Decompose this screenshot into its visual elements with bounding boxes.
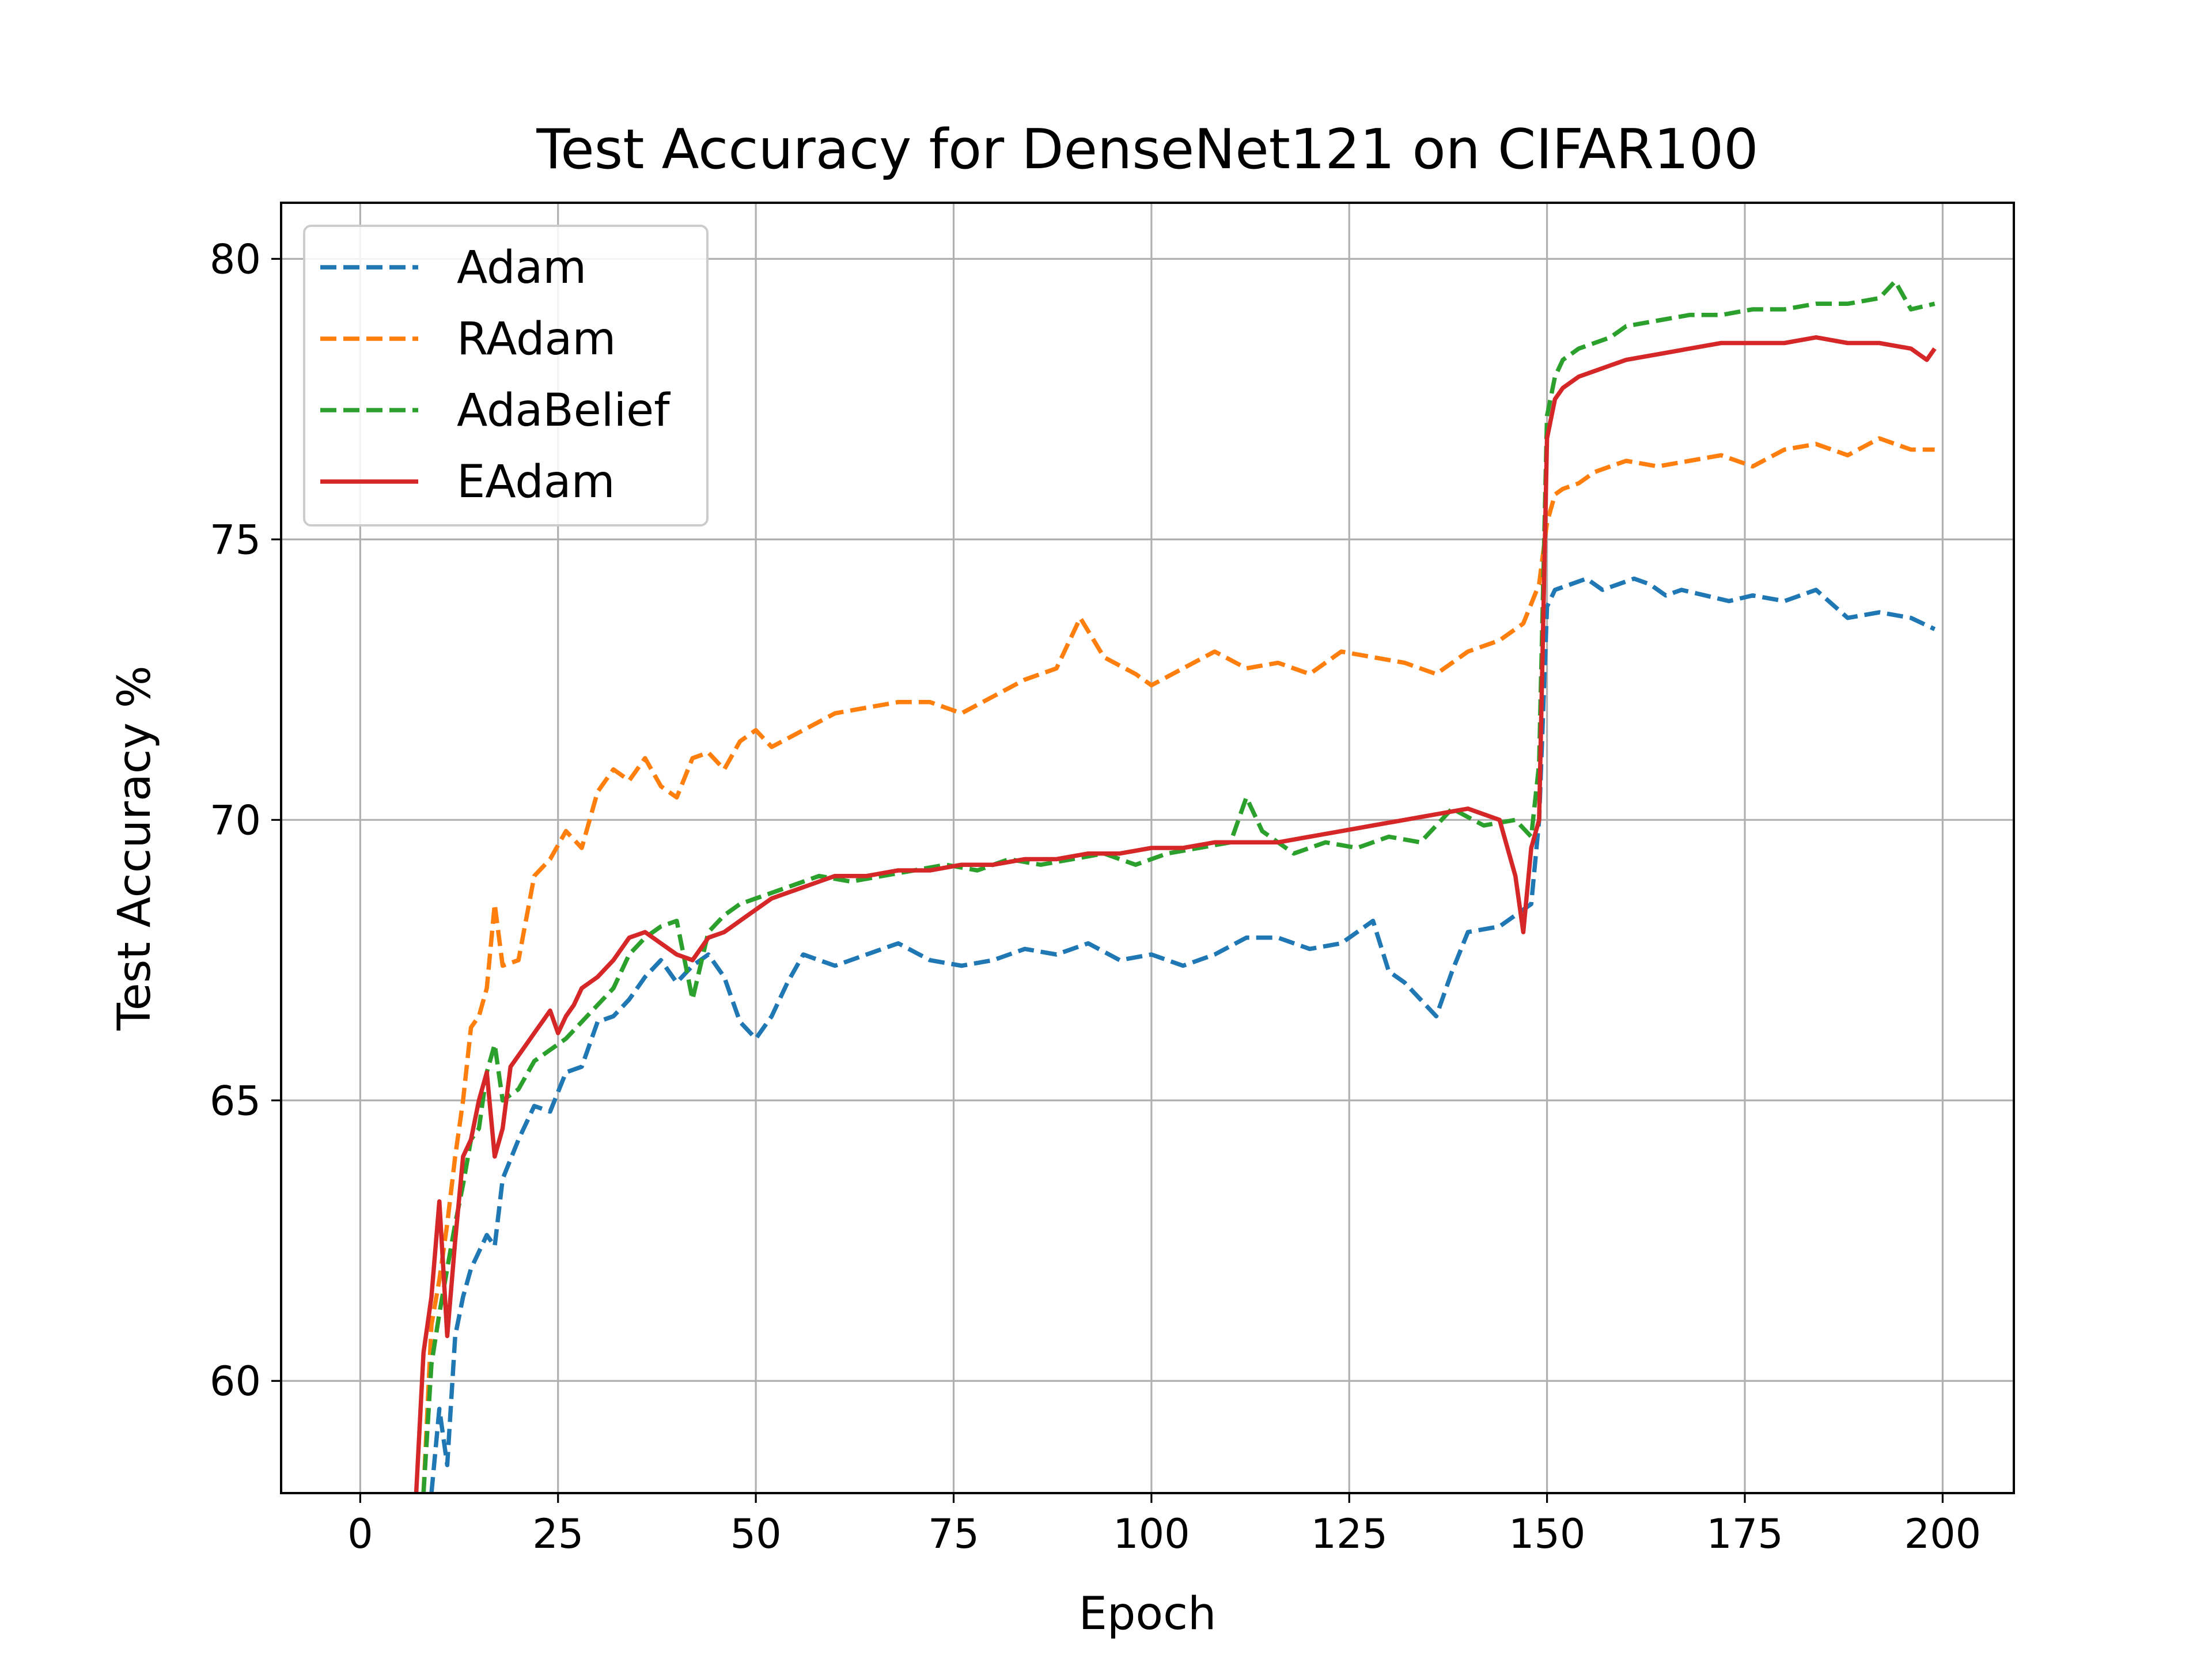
plot-frame [280, 202, 2015, 1494]
legend-label: AdaBelief [457, 385, 671, 437]
series-line-radam [421, 436, 1935, 1493]
legend-label: RAdam [457, 313, 616, 365]
x-axis-label: Epoch [1079, 1588, 1217, 1640]
chart-title: Test Accuracy for DenseNet121 on CIFAR10… [536, 118, 1758, 181]
legend-box [303, 225, 709, 527]
x-tick-label: 175 [1706, 1510, 1783, 1558]
x-tick-label: 75 [928, 1510, 979, 1558]
y-tick-label: 65 [210, 1077, 261, 1124]
legend-label: EAdam [457, 456, 615, 508]
x-tick-label: 150 [1509, 1510, 1586, 1558]
x-tick-label: 100 [1113, 1510, 1190, 1558]
x-tick-label: 0 [347, 1510, 373, 1558]
x-tick-label: 125 [1310, 1510, 1388, 1558]
legend-label: Adam [457, 242, 586, 294]
x-tick-label: 25 [532, 1510, 584, 1558]
x-tick-label: 200 [1904, 1510, 1982, 1558]
x-tick-label: 50 [730, 1510, 782, 1558]
series-line-adabelief [421, 279, 1936, 1493]
x-axis-ticks: 0 25 50 75 100 125 150 175 200 [347, 1493, 1981, 1558]
y-tick-label: 60 [210, 1358, 261, 1405]
y-tick-label: 80 [210, 236, 261, 283]
legend: Adam RAdam AdaBelief EAdam [303, 225, 709, 527]
series-line-eadam [414, 335, 1937, 1493]
grid-lines [281, 203, 2014, 1493]
y-tick-label: 70 [210, 797, 261, 844]
y-axis-label: Test Accuracy % [109, 665, 161, 1031]
series-line-adam [429, 576, 1936, 1493]
y-axis-ticks: 60 65 70 75 80 [210, 236, 281, 1405]
y-tick-label: 75 [210, 516, 261, 563]
series-lines [414, 279, 1937, 1493]
